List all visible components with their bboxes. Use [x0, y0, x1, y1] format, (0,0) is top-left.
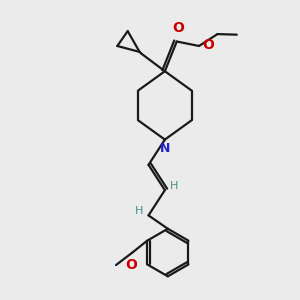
Text: H: H [135, 206, 143, 216]
Text: O: O [202, 38, 214, 52]
Text: O: O [172, 21, 184, 35]
Text: H: H [170, 181, 178, 191]
Text: O: O [125, 258, 137, 272]
Text: N: N [160, 142, 170, 155]
